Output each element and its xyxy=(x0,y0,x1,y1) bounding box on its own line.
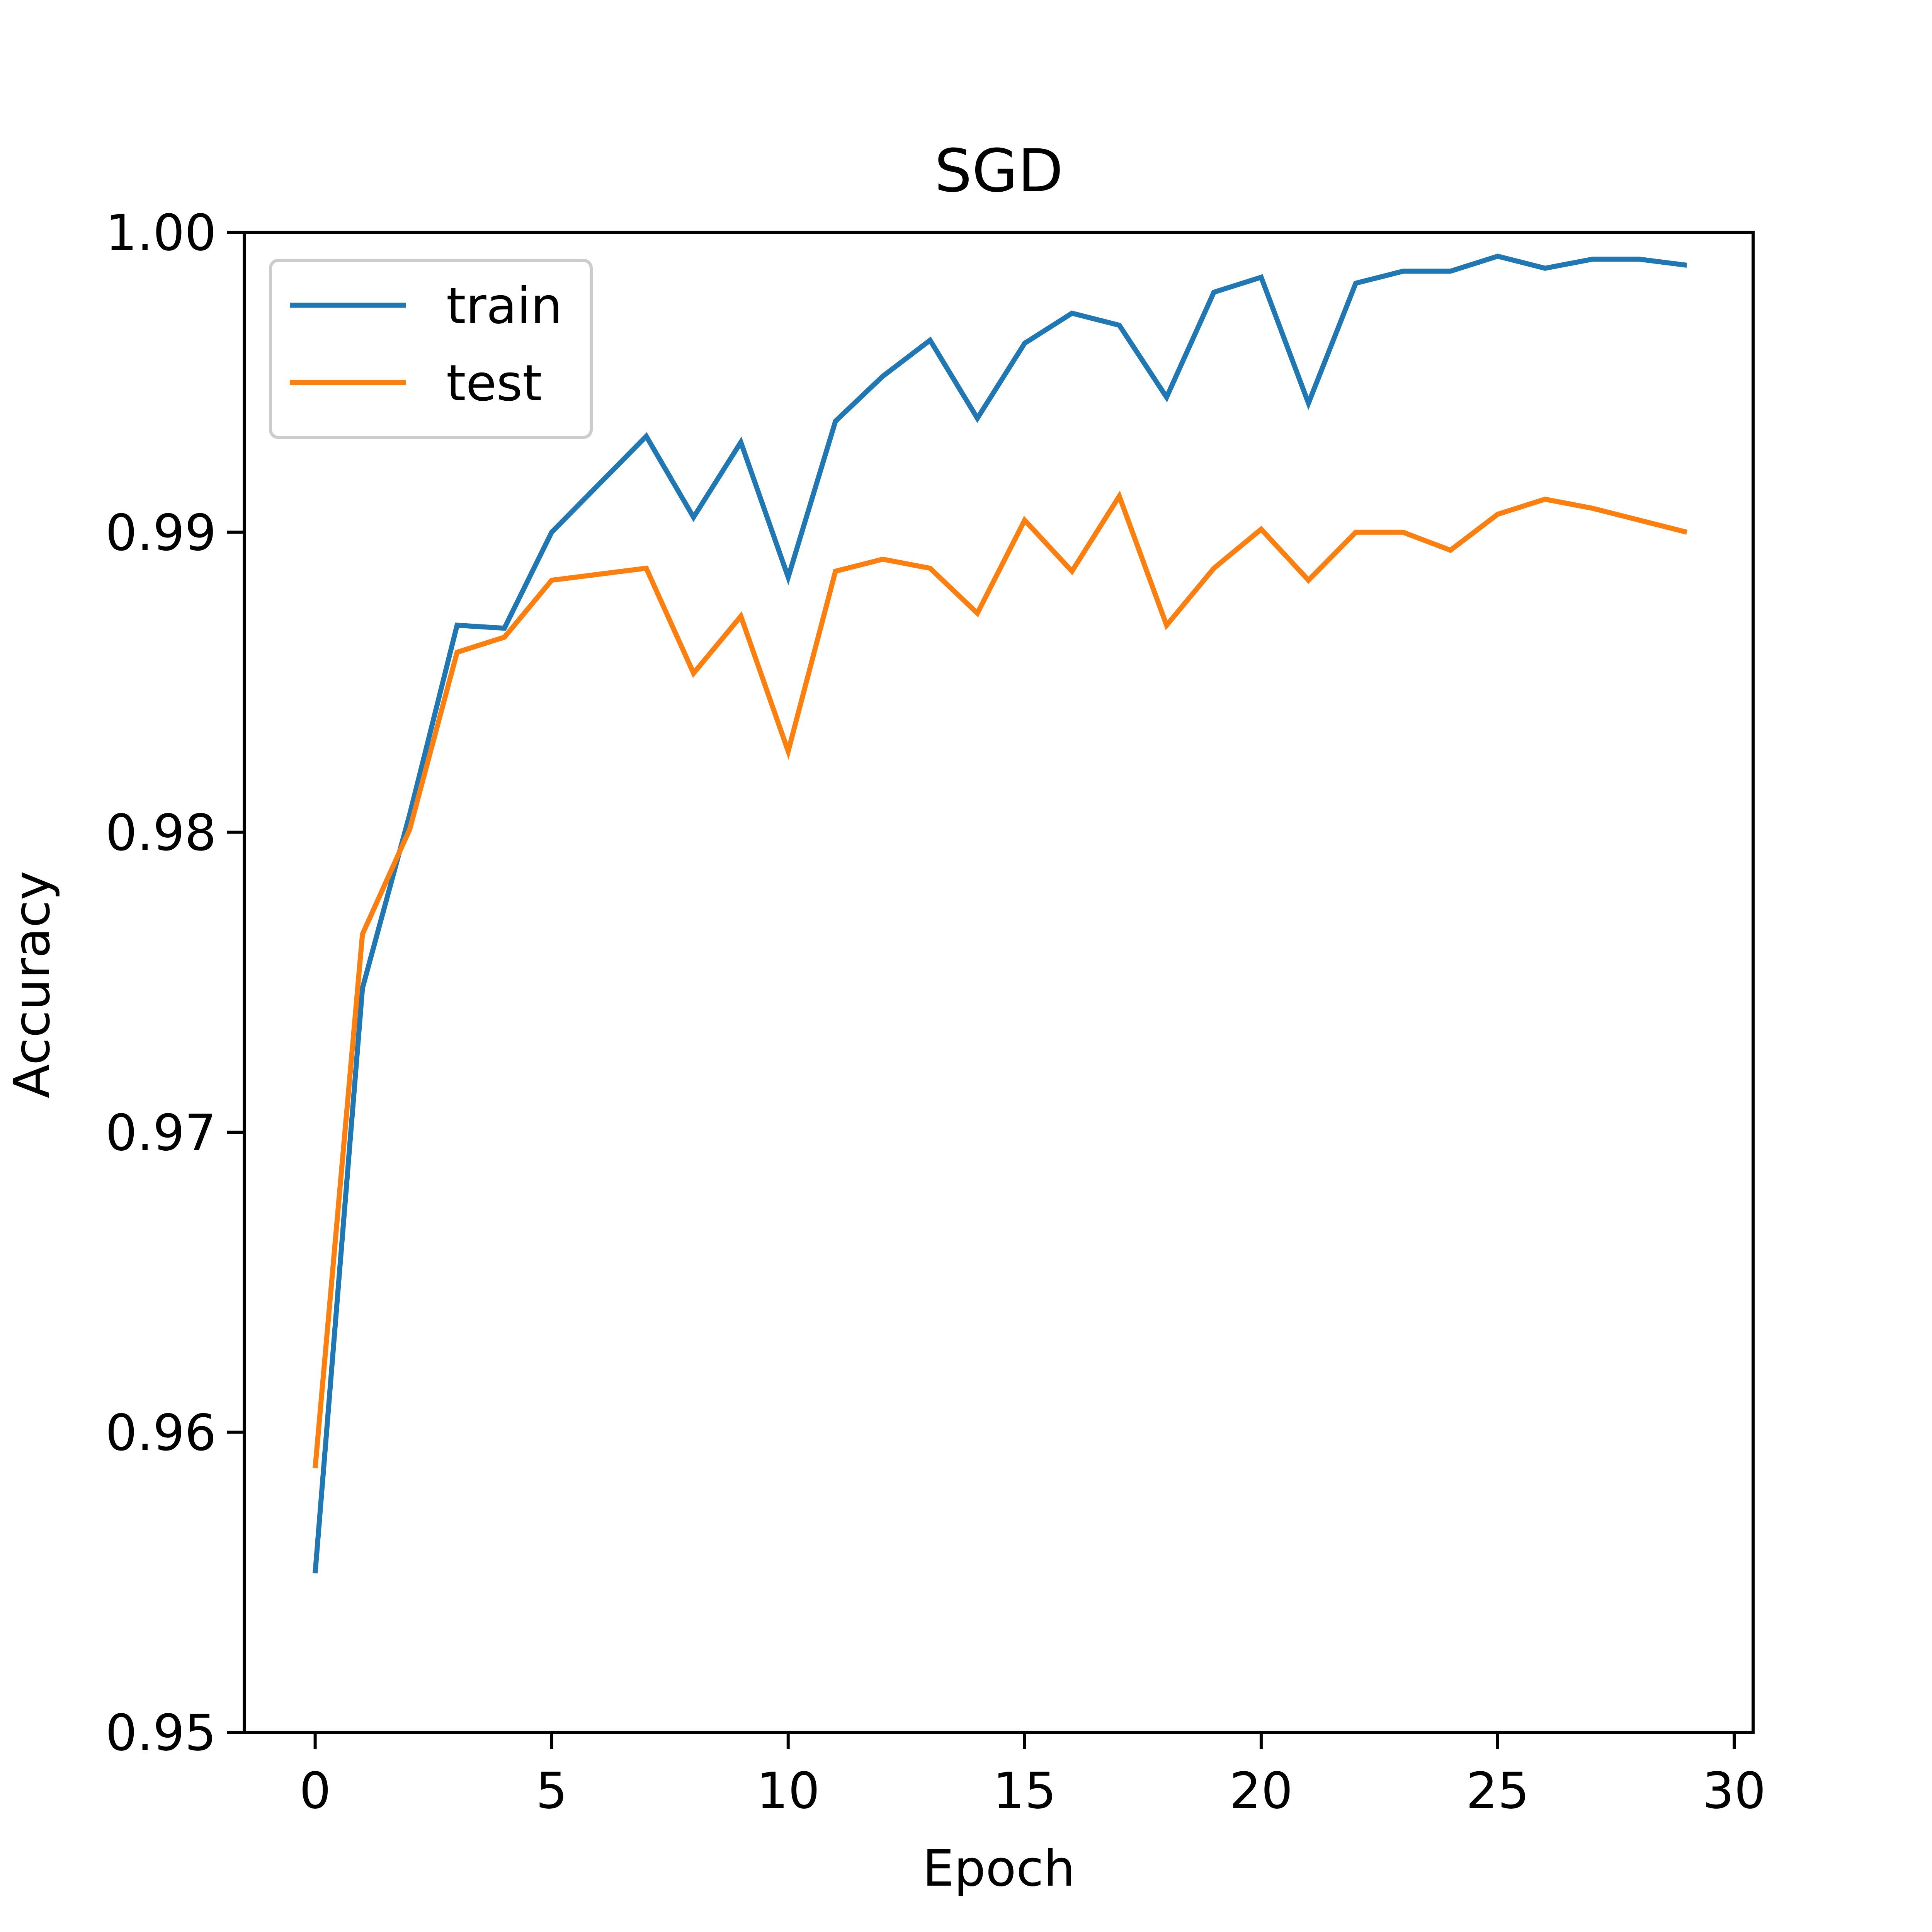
y-tick-label: 0.99 xyxy=(105,504,216,562)
chart-title: SGD xyxy=(934,137,1063,206)
legend-label-train: train xyxy=(446,277,562,335)
plot-area xyxy=(313,253,1688,1574)
series-line-test xyxy=(313,490,1688,1469)
x-tick-label: 0 xyxy=(299,1762,331,1820)
series-line-train xyxy=(313,253,1687,1574)
y-axis: 0.95 0.96 0.97 0.98 0.99 1.00 xyxy=(105,204,244,1762)
y-tick-label: 0.95 xyxy=(105,1704,216,1762)
x-tick-label: 25 xyxy=(1466,1762,1529,1820)
x-tick-label: 15 xyxy=(993,1762,1056,1820)
x-tick-label: 20 xyxy=(1230,1762,1293,1820)
y-tick-label: 0.97 xyxy=(105,1104,216,1162)
x-tick-label: 10 xyxy=(757,1762,820,1820)
y-tick-label: 0.96 xyxy=(105,1404,216,1462)
x-tick-label: 30 xyxy=(1702,1762,1766,1820)
y-tick-label: 1.00 xyxy=(105,204,216,262)
legend-label-test: test xyxy=(446,354,542,412)
y-axis-label: Accuracy xyxy=(3,871,61,1099)
legend: train test xyxy=(269,259,593,439)
x-axis-label: Epoch xyxy=(923,1840,1075,1898)
x-tick-label: 5 xyxy=(536,1762,568,1820)
axes-frame xyxy=(243,231,1755,1734)
y-tick-label: 0.98 xyxy=(105,804,216,862)
x-axis: 0 5 10 15 20 25 30 xyxy=(299,1732,1766,1820)
